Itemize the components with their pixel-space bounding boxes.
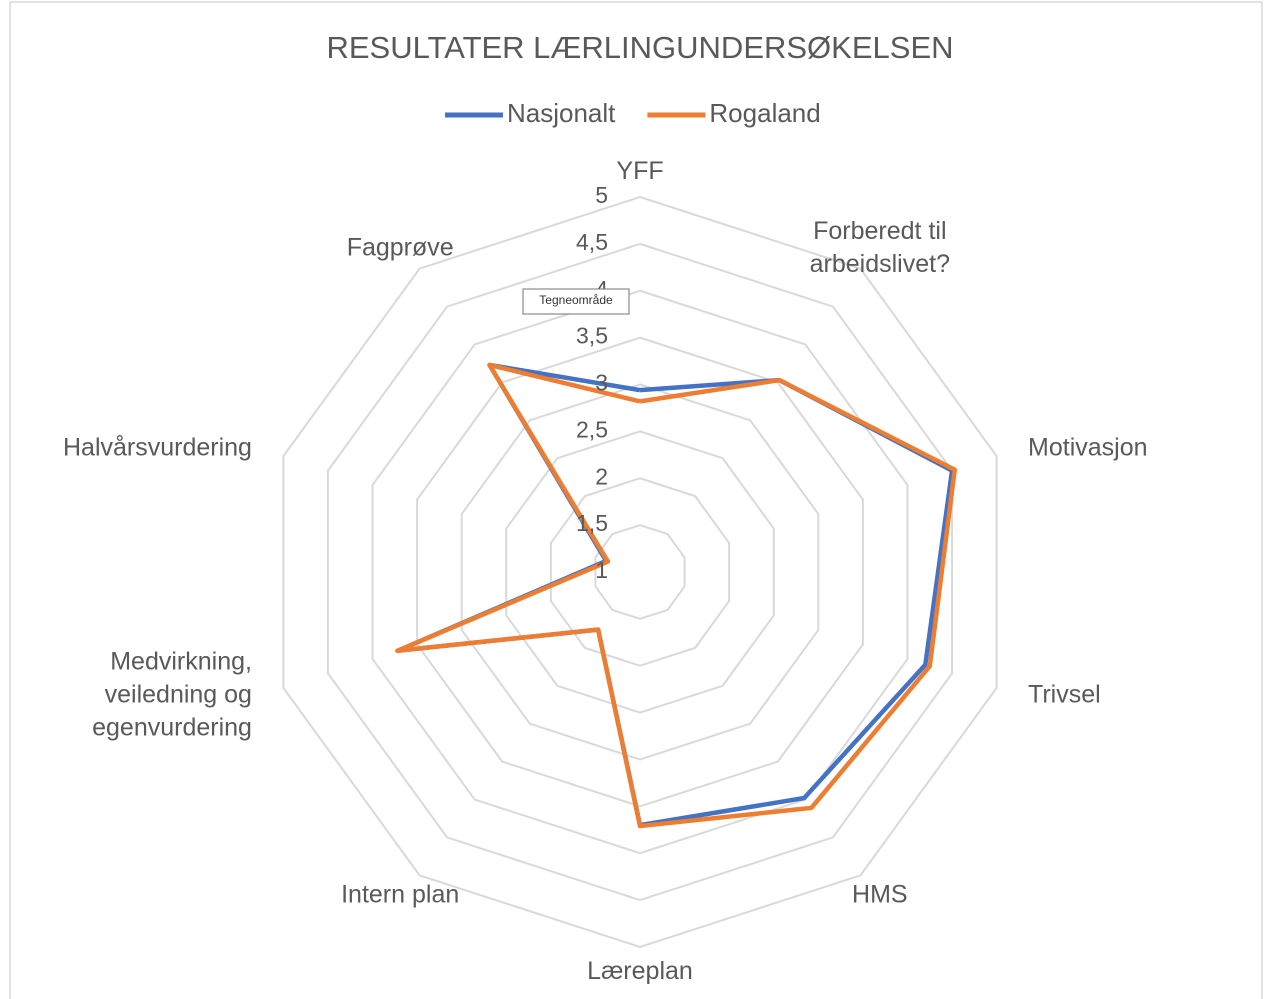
grid-ring: [416, 336, 864, 808]
category-label: Forberedt til arbeidslivet?: [810, 217, 950, 278]
y-tick-label: 2: [595, 463, 608, 489]
category-label: Fagprøve: [347, 233, 454, 261]
y-tick-label: 3,5: [576, 323, 608, 349]
y-tick-label: 2,5: [576, 416, 608, 442]
tooltip-box: [522, 288, 630, 315]
grid-ring: [371, 289, 909, 855]
grid-ring: [326, 242, 954, 902]
legend-label: Nasjonalt: [507, 98, 616, 128]
category-label: Trivsel: [1028, 680, 1101, 708]
y-tick-label: 1,5: [576, 510, 608, 536]
chart-frame: [9, 1, 1263, 999]
category-label: HMS: [852, 880, 908, 908]
y-tick-label: 4,5: [576, 229, 608, 255]
category-label: Læreplan: [587, 957, 693, 985]
chart-title: RESULTATER LÆRLINGUNDERSØKELSEN: [326, 30, 953, 65]
y-tick-label: 5: [595, 182, 608, 208]
tooltip-text: Tegneområde: [539, 293, 613, 307]
grid-ring: [505, 430, 775, 714]
tooltip: Tegneområde: [522, 288, 630, 315]
category-label: YFF: [616, 157, 663, 185]
series-line: [395, 362, 957, 829]
category-label: Medvirkning, veiledning og egenvurdering: [92, 647, 252, 741]
grid-ring: [549, 477, 731, 667]
category-label: Motivasjon: [1028, 433, 1148, 461]
category-label: Halvårsvurdering: [63, 433, 252, 461]
y-tick-label: 3: [595, 370, 608, 396]
y-tick-label: 1: [595, 557, 608, 583]
legend-label: Rogaland: [709, 98, 820, 128]
category-label: Intern plan: [341, 880, 459, 908]
grid-ring: [282, 195, 998, 949]
grid-ring: [460, 383, 820, 761]
